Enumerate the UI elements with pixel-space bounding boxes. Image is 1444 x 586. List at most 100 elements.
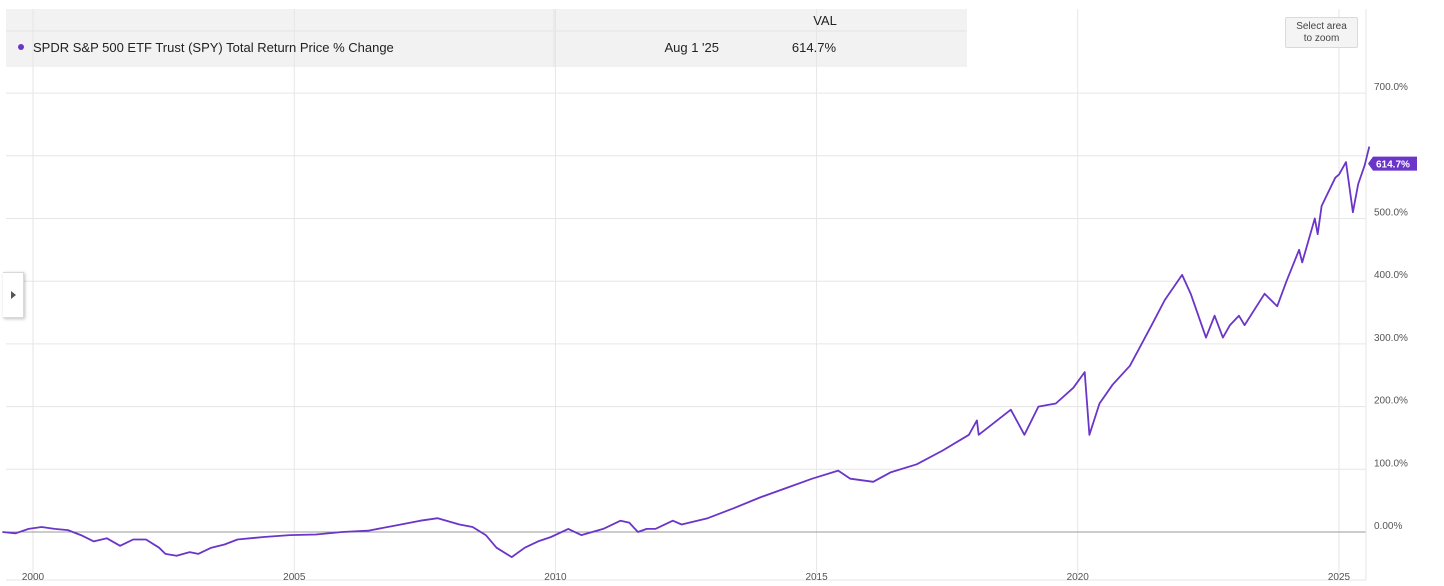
- series-legend-label[interactable]: SPDR S&P 500 ETF Trust (SPY) Total Retur…: [33, 40, 394, 55]
- data-point: [620, 520, 621, 521]
- data-point: [198, 553, 199, 554]
- data-point: [1222, 337, 1223, 338]
- data-point: [237, 539, 238, 540]
- data-point: [759, 497, 760, 498]
- last-value-label: 614.7%: [1376, 160, 1410, 171]
- data-point: [15, 533, 16, 534]
- data-point: [67, 530, 68, 531]
- data-point: [437, 518, 438, 519]
- data-point: [224, 544, 225, 545]
- data-point: [1302, 262, 1303, 263]
- data-point: [1299, 249, 1300, 250]
- data-point: [1364, 165, 1365, 166]
- x-tick-label-2005: 2005: [283, 572, 306, 583]
- data-point: [394, 525, 395, 526]
- data-point: [1073, 387, 1074, 388]
- data-point: [1024, 434, 1025, 435]
- last-value-flag: [1368, 156, 1417, 171]
- data-point: [41, 527, 42, 528]
- data-point: [1321, 206, 1322, 207]
- data-point: [368, 530, 369, 531]
- data-point: [1055, 403, 1056, 404]
- data-point: [176, 555, 177, 556]
- data-point: [538, 541, 539, 542]
- data-point: [1264, 293, 1265, 294]
- data-point: [342, 532, 343, 533]
- data-point: [159, 547, 160, 548]
- data-point: [189, 552, 190, 553]
- axes: 2000 2005 2010 2015 2020 2025 0.00% 100.0% 200.0…: [22, 82, 1417, 583]
- expand-panel-handle[interactable]: [3, 272, 24, 318]
- data-point: [472, 527, 473, 528]
- data-point: [873, 481, 874, 482]
- data-point: [1182, 274, 1183, 275]
- data-point: [890, 472, 891, 473]
- data-point: [133, 539, 134, 540]
- data-point: [1214, 315, 1215, 316]
- data-point: [968, 434, 969, 435]
- data-point: [812, 478, 813, 479]
- data-point: [1206, 337, 1207, 338]
- data-point: [2, 532, 3, 533]
- data-point: [1164, 300, 1165, 301]
- data-point: [646, 528, 647, 529]
- data-point: [655, 528, 656, 529]
- data-point: [524, 547, 525, 548]
- data-point: [1238, 315, 1239, 316]
- data-point: [916, 464, 917, 465]
- data-point: [459, 524, 460, 525]
- data-point: [1089, 434, 1090, 435]
- data-point: [1286, 281, 1287, 282]
- data-point: [54, 528, 55, 529]
- data-point: [485, 535, 486, 536]
- select-area-to-zoom-button[interactable]: Select area to zoom: [1285, 17, 1358, 48]
- value-column-header: VAL: [813, 13, 837, 28]
- series-line-spy: [2, 146, 1371, 558]
- data-point: [263, 537, 264, 538]
- data-point: [289, 535, 290, 536]
- data-point: [838, 470, 839, 471]
- series-layer: [2, 146, 1371, 558]
- data-point: [165, 553, 166, 554]
- data-point: [1346, 162, 1347, 163]
- data-point: [1010, 409, 1011, 410]
- data-point: [942, 450, 943, 451]
- data-point: [315, 534, 316, 535]
- data-point: [106, 538, 107, 539]
- data-point: [603, 528, 604, 529]
- y-tick-label-0: 0.00%: [1374, 521, 1402, 532]
- data-point: [211, 547, 212, 548]
- data-point: [28, 528, 29, 529]
- data-point: [1314, 218, 1315, 219]
- x-tick-label-2025: 2025: [1328, 572, 1351, 583]
- x-tick-label-2000: 2000: [22, 572, 45, 583]
- header-date: Aug 1 '25: [664, 40, 719, 55]
- data-point: [707, 518, 708, 519]
- data-point: [1339, 174, 1340, 175]
- y-tick-label-500: 500.0%: [1374, 208, 1408, 219]
- y-tick-label-700: 700.0%: [1374, 82, 1408, 93]
- data-point: [1277, 306, 1278, 307]
- data-point: [420, 520, 421, 521]
- data-point: [93, 541, 94, 542]
- data-point: [1358, 184, 1359, 185]
- series-legend-dot: [18, 44, 24, 50]
- data-point: [1129, 365, 1130, 366]
- data-point: [1112, 384, 1113, 385]
- data-point: [629, 522, 630, 523]
- data-point: [581, 535, 582, 536]
- grid: [6, 9, 1367, 581]
- y-tick-label-300: 300.0%: [1374, 333, 1408, 344]
- data-point: [568, 528, 569, 529]
- data-point: [1151, 325, 1152, 326]
- data-point: [1244, 325, 1245, 326]
- data-point: [551, 537, 552, 538]
- zoom-button-line1: Select area: [1296, 21, 1347, 32]
- data-point: [1038, 406, 1039, 407]
- data-point: [1369, 146, 1370, 147]
- data-point: [120, 545, 121, 546]
- x-tick-label-2015: 2015: [805, 572, 828, 583]
- data-point: [672, 520, 673, 521]
- data-point: [1317, 234, 1318, 235]
- data-point: [637, 532, 638, 533]
